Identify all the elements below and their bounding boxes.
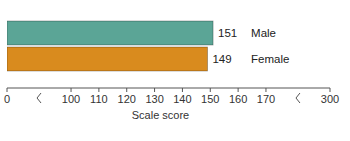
x-axis-title: Scale score (132, 109, 189, 121)
x-tick-label: 110 (90, 93, 108, 105)
x-tick (238, 88, 239, 92)
x-tick-label: 120 (118, 93, 136, 105)
bars (7, 21, 213, 71)
x-tick (330, 88, 331, 92)
x-tick (7, 88, 8, 92)
x-tick-label: 150 (201, 93, 219, 105)
data-label: 151 (218, 27, 237, 39)
x-tick (265, 88, 266, 92)
category-label: Female (251, 53, 289, 65)
x-tick (126, 88, 127, 92)
chart-svg: 151 Male 149 Female 0 100 110 120 130 140 150 160 17… (0, 0, 350, 141)
axis-break (296, 93, 300, 103)
x-tick-label: 160 (229, 93, 247, 105)
category-label: Male (251, 27, 276, 39)
x-tick (210, 88, 211, 92)
x-tick-label: 130 (145, 93, 163, 105)
x-tick-label: 170 (257, 93, 275, 105)
bar (7, 47, 207, 71)
x-tick (71, 88, 72, 92)
x-tick-label: 140 (173, 93, 191, 105)
x-axis-line (7, 88, 330, 89)
x-tick-label: 300 (321, 93, 339, 105)
x-tick (98, 88, 99, 92)
x-tick-label: 100 (62, 93, 80, 105)
x-tick (182, 88, 183, 92)
labels: 151 Male 149 Female (212, 27, 289, 65)
x-tick-label: 0 (4, 93, 10, 105)
chart-container: 151 Male 149 Female 0 100 110 120 130 140 150 160 17… (0, 0, 350, 141)
x-tick (154, 88, 155, 92)
data-label: 149 (212, 53, 231, 65)
bar (7, 21, 213, 45)
axis-break (37, 93, 41, 103)
